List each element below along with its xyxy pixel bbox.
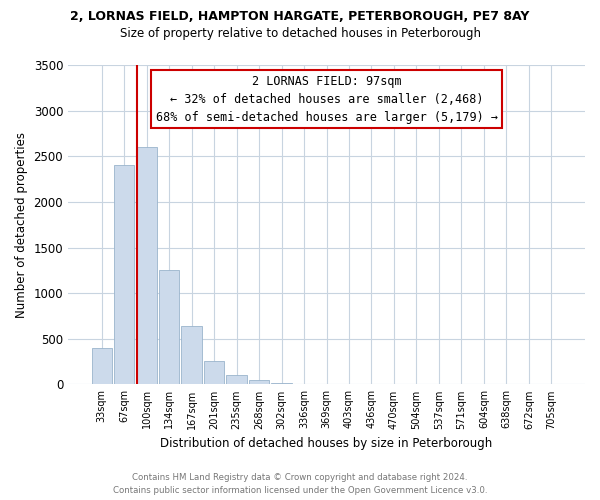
Bar xyxy=(137,147,157,384)
Bar xyxy=(271,382,292,384)
Text: 2, LORNAS FIELD, HAMPTON HARGATE, PETERBOROUGH, PE7 8AY: 2, LORNAS FIELD, HAMPTON HARGATE, PETERB… xyxy=(70,10,530,23)
Bar xyxy=(226,375,247,384)
Bar xyxy=(114,166,134,384)
X-axis label: Distribution of detached houses by size in Peterborough: Distribution of detached houses by size … xyxy=(160,437,493,450)
Text: Size of property relative to detached houses in Peterborough: Size of property relative to detached ho… xyxy=(119,28,481,40)
Text: 2 LORNAS FIELD: 97sqm
← 32% of detached houses are smaller (2,468)
68% of semi-d: 2 LORNAS FIELD: 97sqm ← 32% of detached … xyxy=(155,74,497,124)
Text: Contains HM Land Registry data © Crown copyright and database right 2024.
Contai: Contains HM Land Registry data © Crown c… xyxy=(113,474,487,495)
Bar xyxy=(204,360,224,384)
Bar xyxy=(249,380,269,384)
Y-axis label: Number of detached properties: Number of detached properties xyxy=(15,132,28,318)
Bar xyxy=(159,270,179,384)
Bar xyxy=(181,326,202,384)
Bar xyxy=(92,348,112,385)
